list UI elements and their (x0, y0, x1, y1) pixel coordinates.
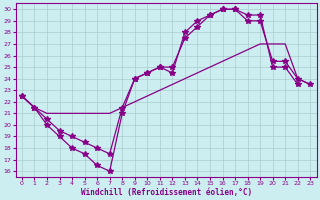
X-axis label: Windchill (Refroidissement éolien,°C): Windchill (Refroidissement éolien,°C) (81, 188, 252, 197)
